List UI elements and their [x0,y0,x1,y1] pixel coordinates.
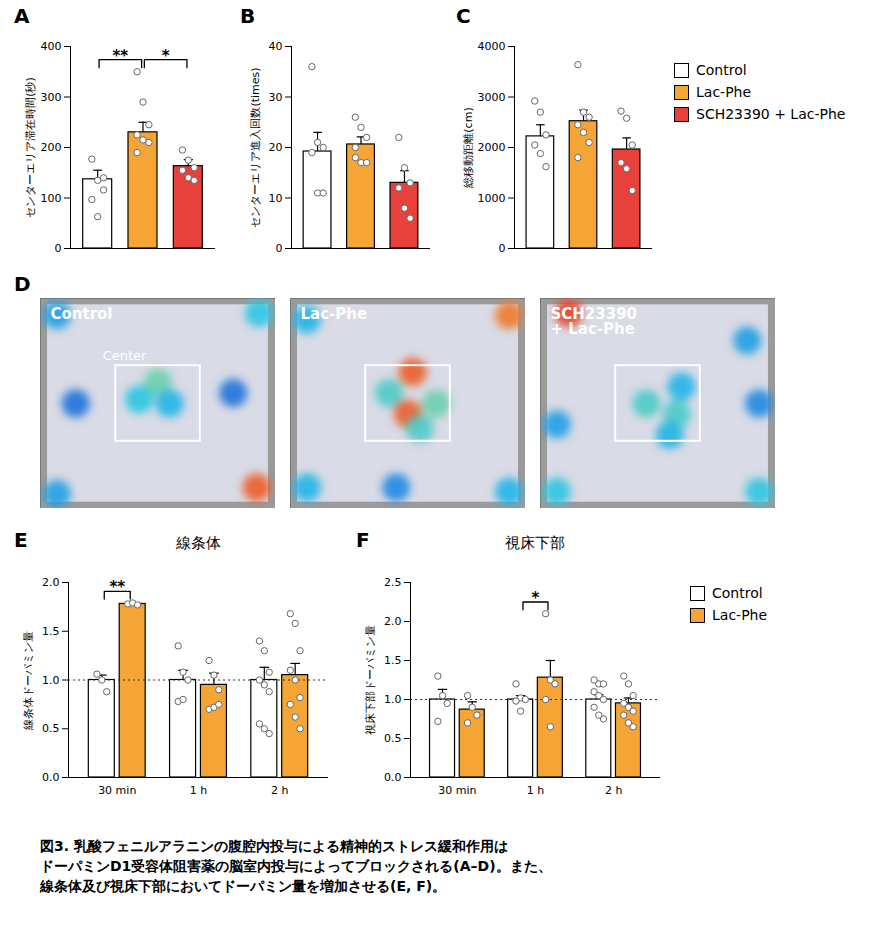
svg-text:4000: 4000 [478,40,506,53]
html-text:A: A [14,4,30,28]
html-text:Lac-Phe: Lac-Phe [712,607,768,623]
svg-text:2.5: 2.5 [384,576,402,589]
svg-text:10: 10 [269,192,283,205]
svg-text:1.5: 1.5 [42,625,60,638]
html-text:Control: Control [696,62,747,78]
html-text:線条体及び視床下部においてドーパミン量を増加させる(E, F: 線条体及び視床下部においてドーパミン量を増加させる(E, F)。 [40,878,447,894]
svg-text:1 h: 1 h [527,784,544,797]
svg-text:*: * [162,47,170,65]
svg-text:1.0: 1.0 [384,693,402,706]
html-text:D: D [14,272,31,296]
svg-text:0: 0 [499,242,506,255]
svg-text:2 h: 2 h [271,784,288,797]
svg-text:**: ** [109,578,125,596]
svg-text:1.0: 1.0 [42,674,60,687]
svg-text:1.5: 1.5 [384,654,402,667]
svg-text:2.0: 2.0 [42,576,60,589]
svg-text:1 h: 1 h [190,784,207,797]
svg-text:3000: 3000 [478,91,506,104]
svg-text:Center: Center [103,348,147,363]
svg-text:0: 0 [276,242,283,255]
html-text:C: C [456,4,471,28]
html-text:ドーパミンD1受容体阻害薬の脳室内投与によってブロックされる: ドーパミンD1受容体阻害薬の脳室内投与によってブロックされる(A–D)。また、 [40,858,552,874]
svg-text:100: 100 [41,192,62,205]
svg-text:0.5: 0.5 [42,722,60,735]
html-text:B: B [240,4,256,28]
svg-text:*: * [532,589,540,607]
html-text:Lac-Phe: Lac-Phe [696,84,752,100]
svg-text:0.0: 0.0 [42,771,60,784]
svg-text:0.5: 0.5 [384,732,402,745]
html-text:視床下部: 視床下部 [505,534,565,552]
svg-text:2.0: 2.0 [384,615,402,628]
html-text:SCH23390 + Lac-Phe: SCH23390 + Lac-Phe [696,106,846,122]
svg-text:2 h: 2 h [605,784,622,797]
svg-text:30: 30 [269,91,283,104]
svg-text:センターエリア滞在時間(秒): センターエリア滞在時間(秒) [24,77,37,218]
html-text:E: E [14,528,28,552]
svg-text:Control: Control [51,305,113,323]
html-text:Control: Control [712,585,763,601]
svg-text:線条体ドーパミン量: 線条体ドーパミン量 [22,631,35,731]
svg-text:40: 40 [269,40,283,53]
html-text:線条体: 線条体 [175,534,221,552]
svg-text:総移動距離(cm): 総移動距離(cm) [462,107,475,188]
svg-text:30 min: 30 min [438,784,476,797]
svg-text:30 min: 30 min [98,784,136,797]
svg-text:0: 0 [55,242,62,255]
svg-text:視床下部ドーパミン量: 視床下部ドーパミン量 [364,625,377,735]
svg-text:20: 20 [269,141,283,154]
svg-text:Lac-Phe: Lac-Phe [301,305,368,323]
svg-text:SCH23390+ Lac-Phe: SCH23390+ Lac-Phe [551,305,638,338]
svg-text:センターエリア進入回数(times): センターエリア進入回数(times) [249,67,262,227]
svg-text:400: 400 [41,40,62,53]
svg-text:300: 300 [41,91,62,104]
svg-text:200: 200 [41,141,62,154]
svg-text:**: ** [112,47,128,65]
svg-text:2000: 2000 [478,141,506,154]
svg-text:1000: 1000 [478,192,506,205]
html-text:図3. 乳酸フェニルアラニンの腹腔内投与による精神的ストレス: 図3. 乳酸フェニルアラニンの腹腔内投与による精神的ストレス緩和作用は [40,838,508,854]
svg-text:0.0: 0.0 [384,771,402,784]
html-text:F: F [356,528,370,552]
